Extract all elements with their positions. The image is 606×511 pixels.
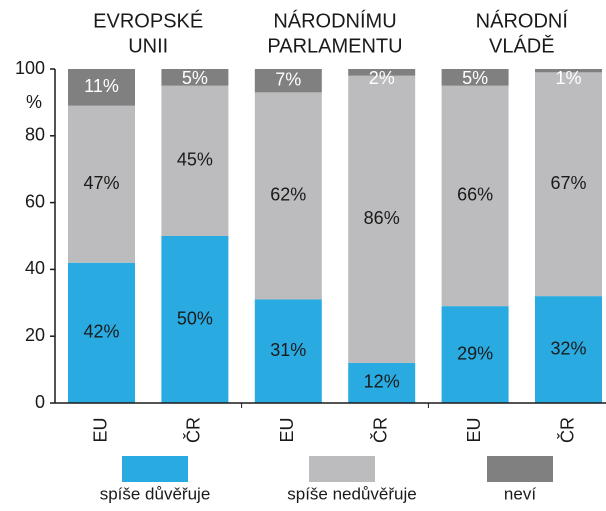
bar-segment (441, 69, 509, 86)
value-label: 29% (457, 343, 493, 363)
value-label: 50% (177, 308, 213, 328)
value-label: 67% (550, 173, 586, 193)
bar-segment (348, 69, 416, 76)
x-tick-label: ČR (369, 417, 390, 443)
legend-label: neví (504, 484, 536, 503)
group-title: UNII (128, 35, 168, 57)
bar-segment (68, 105, 135, 263)
y-tick-label: 80 (25, 125, 45, 145)
bar-segment (535, 296, 602, 403)
legend-swatch (122, 456, 188, 482)
value-label: 12% (364, 372, 400, 392)
x-tick-label: ČR (183, 417, 204, 443)
value-label: 66% (457, 185, 493, 205)
y-tick-label: 100 (15, 58, 45, 78)
value-label: 86% (364, 208, 400, 228)
bar-segment (254, 92, 322, 300)
y-axis-label: % (26, 92, 42, 112)
bar-segment (441, 306, 509, 403)
legend-swatch (309, 456, 375, 482)
group-title: NÁRODNÍ (476, 9, 569, 32)
value-label: 32% (550, 338, 586, 358)
bar-segment (348, 362, 416, 403)
value-label: 62% (270, 185, 306, 205)
x-tick-label: ČR (556, 417, 577, 443)
legend-label: spíše důvěřuje (100, 484, 211, 503)
x-tick-label: EU (90, 417, 110, 442)
value-label: 45% (177, 150, 213, 170)
value-label: 5% (182, 68, 208, 88)
x-tick-label: EU (277, 417, 297, 442)
bar-segment (535, 72, 602, 297)
group-title: EVROPSKÉ (93, 9, 203, 32)
value-label: 47% (83, 173, 119, 193)
value-label: 2% (369, 68, 395, 88)
value-label: 1% (555, 68, 581, 88)
y-tick-label: 20 (25, 325, 45, 345)
value-label: 11% (84, 76, 119, 96)
value-label: 5% (462, 68, 488, 88)
x-tick-label: EU (464, 417, 484, 442)
y-tick-label: 0 (35, 392, 45, 412)
value-label: 7% (275, 69, 301, 89)
group-title: VLÁDĚ (489, 34, 555, 57)
group-title: PARLAMENTU (267, 35, 402, 57)
legend-swatch (487, 456, 553, 482)
y-tick-label: 60 (25, 191, 45, 211)
bar-segment (254, 69, 322, 93)
bar-segment (535, 69, 602, 73)
bar-segment (68, 69, 135, 106)
bar-segment (441, 85, 509, 307)
bar-segment (68, 262, 135, 403)
bar-segment (348, 75, 416, 363)
legend-label: spíše nedůvěřuje (287, 484, 416, 503)
value-label: 31% (270, 340, 306, 360)
y-tick-label: 40 (25, 258, 45, 278)
value-label: 42% (83, 322, 119, 342)
bar-segment (161, 85, 229, 236)
bar-segment (161, 69, 229, 86)
bar-segment (254, 299, 322, 403)
group-title: NÁRODNÍMU (273, 9, 396, 32)
bar-segment (161, 236, 229, 403)
